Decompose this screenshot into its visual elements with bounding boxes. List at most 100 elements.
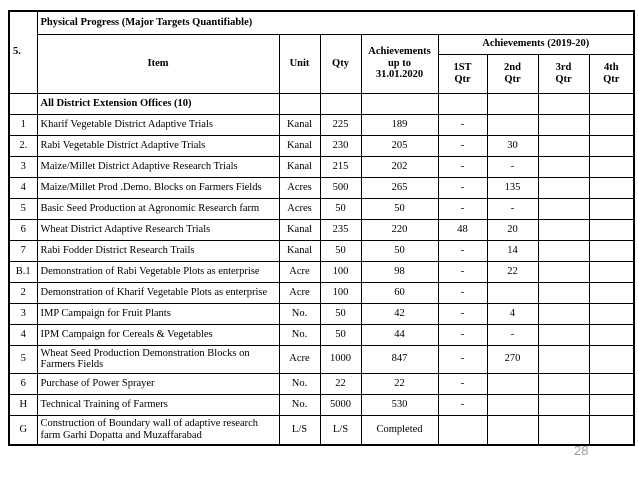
qtr-header-line: 3rd: [555, 61, 572, 73]
row-number-cell: 4: [8, 323, 38, 346]
group-label: All District Extension Offices (10): [36, 92, 280, 115]
unit-cell: Kanal: [278, 239, 321, 262]
qtr4-cell: [588, 344, 635, 374]
qtr1-cell: [437, 415, 488, 445]
qtr1-cell: -: [437, 113, 488, 136]
qtr2-cell: -: [486, 197, 539, 220]
qtr-header-line: 4th: [603, 61, 619, 73]
table-row: 5 Basic Seed Production at Agronomic Res…: [8, 197, 635, 220]
table-row: G Construction of Boundary wall of adapt…: [8, 415, 635, 445]
achievements-cell: 205: [360, 134, 439, 157]
qtr3-cell: [537, 134, 590, 157]
qtr3-cell: [537, 302, 590, 325]
qtr2-cell: [486, 113, 539, 136]
qtr2-cell: 20: [486, 218, 539, 241]
achievements-cell: 22: [360, 373, 439, 395]
table-row: B.1 Demonstration of Rabi Vegetable Plot…: [8, 260, 635, 283]
qtr4-cell: [588, 113, 635, 136]
row-number-cell: 6: [8, 373, 38, 395]
achievements-upto-line: up to: [387, 57, 412, 69]
qtr2-cell: [486, 373, 539, 395]
qtr4-cell: [588, 323, 635, 346]
item-cell: Demonstration of Kharif Vegetable Plots …: [36, 281, 280, 304]
empty-cell: [437, 92, 488, 115]
qtr1-cell: -: [437, 260, 488, 283]
qtr2-cell: [486, 394, 539, 416]
qtr1-cell: -: [437, 373, 488, 395]
achievements-cell: 50: [360, 239, 439, 262]
achievements-cell: 98: [360, 260, 439, 283]
table-row: 7 Rabi Fodder District Research Trails K…: [8, 239, 635, 262]
item-cell: Construction of Boundary wall of adaptiv…: [36, 415, 280, 445]
qty-cell: 50: [319, 323, 362, 346]
qtr3-cell: [537, 176, 590, 199]
row-number-cell: 5: [8, 344, 38, 374]
unit-cell: No.: [278, 323, 321, 346]
qty-cell: 22: [319, 373, 362, 395]
qtr1-cell: -: [437, 134, 488, 157]
column-header-row: Item Unit Qty Achievements up to 31.01.2…: [9, 33, 635, 94]
table-row: 1 Kharif Vegetable District Adaptive Tri…: [8, 113, 635, 136]
unit-cell: Kanal: [278, 113, 321, 136]
qty-cell: 500: [319, 176, 362, 199]
col-header-qtr-4: 4th Qtr: [588, 53, 635, 94]
item-cell: IMP Campaign for Fruit Plants: [36, 302, 280, 325]
qtr3-cell: [537, 239, 590, 262]
unit-cell: Kanal: [278, 218, 321, 241]
achievements-upto-line: 31.01.2020: [375, 69, 424, 81]
achievements-cell: 50: [360, 197, 439, 220]
row-number-cell: 3: [8, 155, 38, 178]
qtr2-cell: 22: [486, 260, 539, 283]
qtr1-cell: -: [437, 394, 488, 416]
row-number-cell: 2: [8, 281, 38, 304]
qtr4-cell: [588, 155, 635, 178]
achievements-cell: 189: [360, 113, 439, 136]
qtr2-cell: 4: [486, 302, 539, 325]
qtr2-cell: -: [486, 323, 539, 346]
qty-cell: 230: [319, 134, 362, 157]
qtr3-cell: [537, 344, 590, 374]
table-body: All District Extension Offices (10) 1 Kh…: [8, 92, 635, 445]
item-cell: Demonstration of Rabi Vegetable Plots as…: [36, 260, 280, 283]
qtr4-cell: [588, 394, 635, 416]
qtr2-cell: 30: [486, 134, 539, 157]
qtr3-cell: [537, 260, 590, 283]
unit-cell: L/S: [278, 415, 321, 445]
achievements-upto-line: Achievements: [368, 45, 431, 57]
item-cell: Maize/Millet Prod .Demo. Blocks on Farme…: [36, 176, 280, 199]
qty-cell: 215: [319, 155, 362, 178]
qty-cell: 1000: [319, 344, 362, 374]
qtr-header-line: Qtr: [555, 73, 572, 85]
table-row: H Technical Training of Farmers No. 5000…: [8, 394, 635, 416]
qty-cell: 50: [319, 239, 362, 262]
table-row: 6 Wheat District Adaptive Research Trial…: [8, 218, 635, 241]
unit-cell: Kanal: [278, 155, 321, 178]
table-row: 2 Demonstration of Kharif Vegetable Plot…: [8, 281, 635, 304]
qtr2-cell: 14: [486, 239, 539, 262]
achievements-cell: 60: [360, 281, 439, 304]
qty-cell: 100: [319, 281, 362, 304]
table-row: 6 Purchase of Power Sprayer No. 22 22 -: [8, 373, 635, 395]
col-header-qtr-2: 2nd Qtr: [486, 53, 539, 94]
empty-cell: [360, 92, 439, 115]
empty-cell: [486, 92, 539, 115]
qtr3-cell: [537, 394, 590, 416]
table-row: 4 Maize/Millet Prod .Demo. Blocks on Far…: [8, 176, 635, 199]
achievements-cell: 265: [360, 176, 439, 199]
qtr4-cell: [588, 415, 635, 445]
col-header-unit: Unit: [278, 33, 321, 94]
qty-cell: 5000: [319, 394, 362, 416]
qtr-header-line: 2nd: [504, 61, 521, 73]
qtr1-cell: -: [437, 323, 488, 346]
qtr3-cell: [537, 281, 590, 304]
unit-cell: Acre: [278, 281, 321, 304]
quarter-header-row: 1ST Qtr 2nd Qtr 3rd Qtr 4th Qtr: [9, 53, 635, 94]
qtr4-cell: [588, 373, 635, 395]
col-header-item: Item: [36, 33, 280, 94]
qtr-header-line: 1ST: [453, 61, 472, 73]
qtr3-cell: [537, 323, 590, 346]
achievements-cell: 847: [360, 344, 439, 374]
row-number-cell: B.1: [8, 260, 38, 283]
unit-cell: No.: [278, 394, 321, 416]
